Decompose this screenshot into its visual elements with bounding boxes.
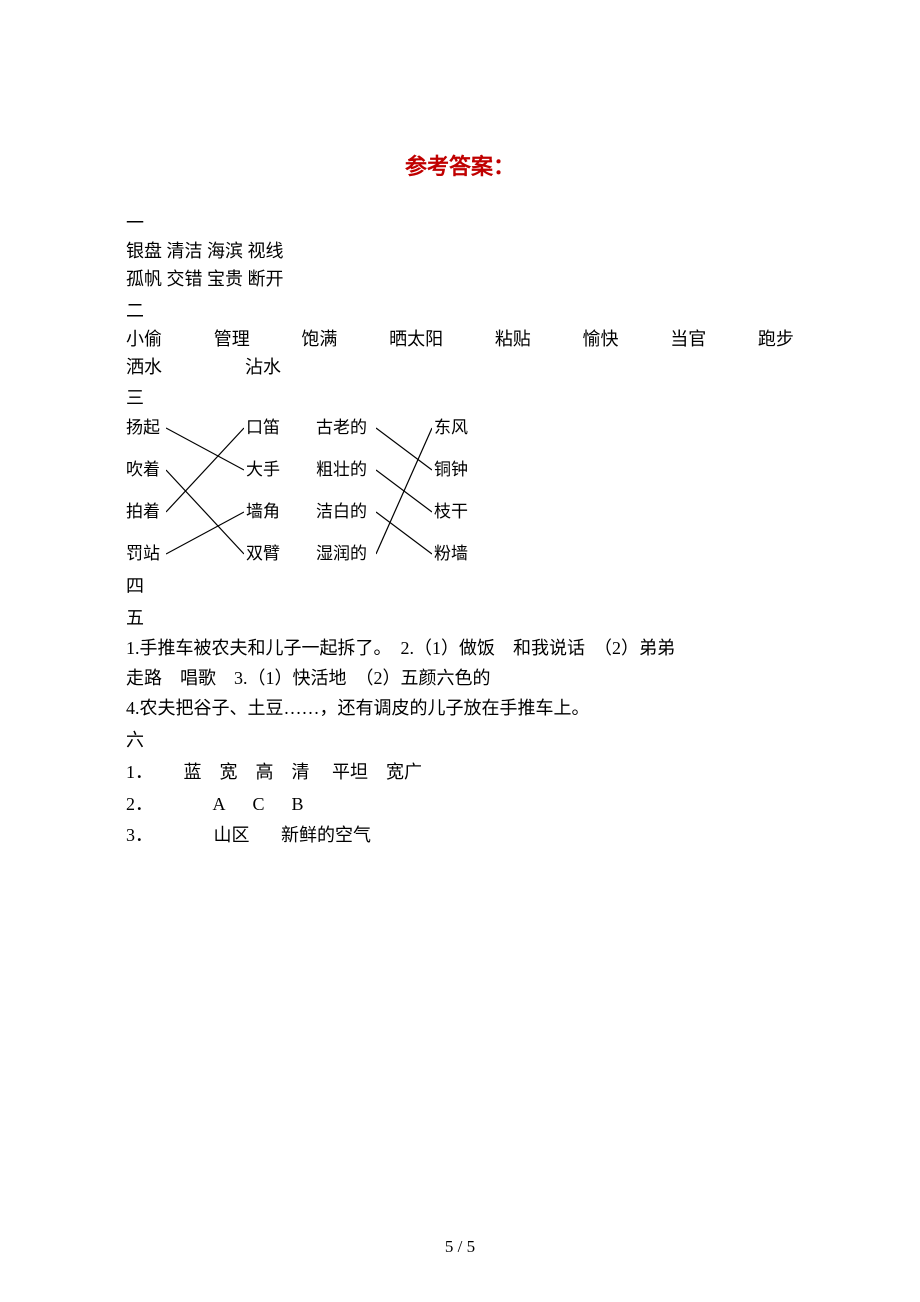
- match-lines-right: [376, 419, 432, 569]
- s6-val: 山区: [214, 825, 250, 845]
- section-1-head: 一: [126, 210, 794, 238]
- s6-val: C: [253, 794, 265, 814]
- s2-w: 晒太阳: [389, 326, 443, 354]
- section-3-head: 三: [126, 385, 794, 413]
- s2-w: 跑步: [758, 326, 794, 354]
- section-2-row1: 小偷 管理 饱满 晒太阳 粘贴 愉快 当官 跑步: [126, 326, 794, 354]
- match-right-item: 粉墙: [434, 545, 468, 563]
- section-1-line1: 银盘 清洁 海滨 视线: [126, 238, 794, 266]
- s6-val: 清: [292, 762, 310, 782]
- match-lines-left: [166, 419, 244, 569]
- match-mid1-item: 双臂: [246, 545, 280, 563]
- match-right-item: 东风: [434, 419, 468, 437]
- match-left-item: 扬起: [126, 419, 160, 437]
- match-mid2-item: 古老的: [316, 419, 367, 437]
- s2-w: 洒水: [126, 354, 162, 382]
- section-5-line2: 走路 唱歌 3.（1）快活地 （2）五颜六色的: [126, 665, 794, 693]
- s6-val: 新鲜的空气: [281, 825, 371, 845]
- match-left-item: 罚站: [126, 545, 160, 563]
- page-footer: 5 / 5: [0, 1234, 920, 1260]
- s6-val: 宽: [220, 762, 238, 782]
- s2-w: 管理: [214, 326, 250, 354]
- s2-w: 当官: [670, 326, 706, 354]
- section-6-line2: 2． A C B: [126, 791, 794, 819]
- match-mid1-item: 墙角: [246, 503, 280, 521]
- matching-diagram: 扬起 吹着 拍着 罚站 口笛 大手 墙角 双臂 古老的 粗壮的 洁白的 湿润的 …: [126, 419, 794, 569]
- section-5-line1: 1.手推车被农夫和儿子一起拆了。 2.（1）做饭 和我说话 （2）弟弟: [126, 635, 794, 663]
- page-title: 参考答案：: [126, 150, 794, 184]
- match-col-mid1: 口笛 大手 墙角 双臂: [246, 419, 280, 563]
- s2-w: 粘贴: [495, 326, 531, 354]
- match-mid2-item: 洁白的: [316, 503, 367, 521]
- match-left-item: 拍着: [126, 503, 160, 521]
- match-mid1-item: 大手: [246, 461, 280, 479]
- s2-w: 饱满: [301, 326, 337, 354]
- match-col-right: 东风 铜钟 枝干 粉墙: [434, 419, 468, 563]
- section-4-head: 四: [126, 573, 794, 601]
- section-6-line1: 1． 蓝 宽 高 清 平坦 宽广: [126, 759, 794, 787]
- s6-val: 平坦: [332, 762, 368, 782]
- match-mid2-item: 粗壮的: [316, 461, 367, 479]
- section-5-line3: 4.农夫把谷子、土豆……，还有调皮的儿子放在手推车上。: [126, 695, 794, 723]
- match-col-mid2: 古老的 粗壮的 洁白的 湿润的: [316, 419, 367, 563]
- section-6-head: 六: [126, 727, 794, 755]
- match-mid2-item: 湿润的: [316, 545, 367, 563]
- match-right-item: 枝干: [434, 503, 468, 521]
- section-5-head: 五: [126, 605, 794, 633]
- s6-val: 宽广: [386, 762, 422, 782]
- section-2-head: 二: [126, 298, 794, 326]
- s6-val: A: [213, 794, 226, 814]
- section-1-line2: 孤帆 交错 宝贵 断开: [126, 266, 794, 294]
- s6-label: 2．: [126, 794, 153, 814]
- match-left-item: 吹着: [126, 461, 160, 479]
- section-6-line3: 3． 山区 新鲜的空气: [126, 822, 794, 850]
- s2-w: 小偷: [126, 326, 162, 354]
- match-mid1-item: 口笛: [246, 419, 280, 437]
- s2-w: 沾水: [245, 354, 281, 382]
- s6-val: B: [292, 794, 304, 814]
- match-right-item: 铜钟: [434, 461, 468, 479]
- section-2-row2: 洒水 沾水: [126, 354, 281, 382]
- s6-val: 高: [256, 762, 274, 782]
- s6-label: 3．: [126, 825, 153, 845]
- match-col-left: 扬起 吹着 拍着 罚站: [126, 419, 160, 563]
- s2-w: 愉快: [583, 326, 619, 354]
- s6-val: 蓝: [184, 762, 202, 782]
- s6-label: 1．: [126, 762, 153, 782]
